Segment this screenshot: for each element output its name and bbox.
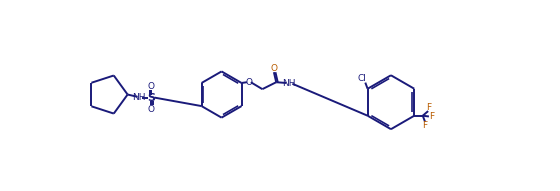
Text: NH: NH bbox=[132, 93, 145, 102]
Text: O: O bbox=[246, 78, 253, 87]
Text: NH: NH bbox=[283, 79, 296, 88]
Text: S: S bbox=[147, 93, 156, 103]
Text: F: F bbox=[426, 103, 432, 112]
Text: O: O bbox=[148, 82, 155, 91]
Text: F: F bbox=[430, 112, 435, 121]
Text: O: O bbox=[148, 105, 155, 114]
Text: Cl: Cl bbox=[358, 74, 367, 83]
Text: F: F bbox=[422, 121, 428, 130]
Text: O: O bbox=[270, 64, 277, 73]
